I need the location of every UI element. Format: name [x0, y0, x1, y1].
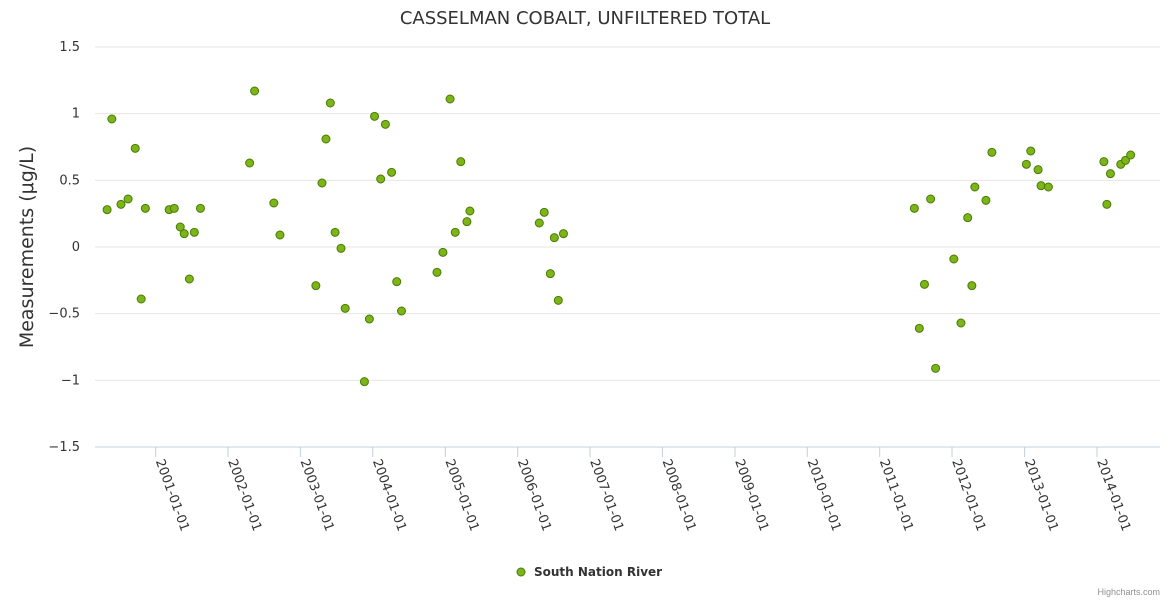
- x-tick-label: 2011-01-01: [876, 457, 916, 533]
- data-point[interactable]: [1036, 181, 1046, 191]
- x-tick-label: 2006-01-01: [514, 457, 554, 533]
- data-point[interactable]: [914, 323, 924, 333]
- data-point[interactable]: [136, 294, 146, 304]
- data-point[interactable]: [336, 243, 346, 253]
- data-point[interactable]: [1033, 165, 1043, 175]
- data-point[interactable]: [1102, 199, 1112, 209]
- data-point[interactable]: [340, 303, 350, 313]
- y-tick-label: −1.5: [48, 440, 80, 455]
- data-point[interactable]: [376, 174, 386, 184]
- data-point[interactable]: [116, 199, 126, 209]
- data-point[interactable]: [926, 194, 936, 204]
- data-point[interactable]: [956, 318, 966, 328]
- data-point[interactable]: [1099, 157, 1109, 167]
- x-tick-label: 2014-01-01: [1093, 457, 1133, 533]
- data-point[interactable]: [949, 254, 959, 264]
- data-point[interactable]: [549, 233, 559, 243]
- x-tick-label: 2010-01-01: [804, 457, 844, 533]
- data-point[interactable]: [140, 203, 150, 213]
- data-point[interactable]: [919, 279, 929, 289]
- x-tick-label: 2001-01-01: [152, 457, 192, 533]
- data-point[interactable]: [963, 213, 973, 223]
- x-tick-label: 2005-01-01: [442, 457, 482, 533]
- data-point[interactable]: [380, 119, 390, 129]
- y-tick-label: 0: [72, 240, 80, 255]
- y-tick-label: −0.5: [48, 307, 80, 322]
- y-axis-label: Measurements (μg/L): [16, 146, 38, 348]
- data-point[interactable]: [107, 114, 117, 124]
- data-point[interactable]: [931, 363, 941, 373]
- data-point[interactable]: [359, 377, 369, 387]
- y-axis: 1.5 1 0.5 0 −0.5 −1 −1.5: [48, 40, 80, 455]
- data-point[interactable]: [558, 229, 568, 239]
- data-point[interactable]: [321, 134, 331, 144]
- y-tick-label: 1.5: [59, 40, 80, 55]
- y-tick-label: 1: [72, 107, 80, 122]
- x-tick-label: 2013-01-01: [1021, 457, 1061, 533]
- data-point[interactable]: [245, 158, 255, 168]
- data-point[interactable]: [396, 306, 406, 316]
- data-point[interactable]: [1121, 155, 1131, 165]
- data-point[interactable]: [462, 217, 472, 227]
- x-tick-label: 2007-01-01: [586, 457, 626, 533]
- data-point[interactable]: [534, 218, 544, 228]
- data-point[interactable]: [102, 205, 112, 215]
- data-point[interactable]: [970, 182, 980, 192]
- credits-link[interactable]: Highcharts.com: [1097, 587, 1160, 597]
- x-axis: 2001-01-01 2002-01-01 2003-01-01 2004-01-01…: [152, 447, 1133, 533]
- data-point[interactable]: [311, 281, 321, 291]
- data-point[interactable]: [123, 194, 133, 204]
- data-point[interactable]: [539, 207, 549, 217]
- x-tick-label: 2009-01-01: [731, 457, 771, 533]
- data-point[interactable]: [553, 295, 563, 305]
- data-point[interactable]: [364, 314, 374, 324]
- x-tick-label: 2004-01-01: [369, 457, 409, 533]
- data-point[interactable]: [387, 167, 397, 177]
- data-point[interactable]: [465, 206, 475, 216]
- data-point[interactable]: [909, 203, 919, 213]
- data-point[interactable]: [317, 178, 327, 188]
- data-point[interactable]: [275, 230, 285, 240]
- data-point[interactable]: [1126, 150, 1136, 160]
- data-point[interactable]: [981, 195, 991, 205]
- data-point[interactable]: [195, 203, 205, 213]
- data-point[interactable]: [130, 143, 140, 153]
- data-point[interactable]: [545, 269, 555, 279]
- series-south-nation-river[interactable]: [102, 86, 1136, 387]
- y-tick-label: −1: [61, 373, 80, 388]
- legend-item-south-nation-river[interactable]: South Nation River: [534, 565, 662, 579]
- data-point[interactable]: [1021, 159, 1031, 169]
- data-point[interactable]: [330, 227, 340, 237]
- data-point[interactable]: [175, 222, 185, 232]
- chart-title: CASSELMAN COBALT, UNFILTERED TOTAL: [400, 8, 770, 29]
- data-point[interactable]: [967, 281, 977, 291]
- data-point[interactable]: [1105, 169, 1115, 179]
- data-point[interactable]: [432, 267, 442, 277]
- data-point[interactable]: [250, 86, 260, 96]
- data-point[interactable]: [392, 277, 402, 287]
- legend-marker: [516, 567, 526, 577]
- x-tick-label: 2002-01-01: [224, 457, 264, 533]
- data-point[interactable]: [370, 111, 380, 121]
- data-point[interactable]: [1026, 146, 1036, 156]
- x-tick-label: 2008-01-01: [659, 457, 699, 533]
- data-point[interactable]: [1043, 182, 1053, 192]
- data-point[interactable]: [450, 227, 460, 237]
- data-point[interactable]: [438, 247, 448, 257]
- data-point[interactable]: [169, 203, 179, 213]
- data-point[interactable]: [184, 274, 194, 284]
- legend[interactable]: South Nation River: [516, 565, 662, 579]
- x-tick-label: 2003-01-01: [297, 457, 337, 533]
- data-point[interactable]: [269, 198, 279, 208]
- y-tick-label: 0.5: [59, 173, 80, 188]
- data-point[interactable]: [445, 94, 455, 104]
- data-point[interactable]: [456, 157, 466, 167]
- data-point[interactable]: [325, 98, 335, 108]
- data-point[interactable]: [987, 147, 997, 157]
- x-tick-label: 2012-01-01: [948, 457, 988, 533]
- gridlines: [95, 46, 1160, 448]
- data-point[interactable]: [179, 229, 189, 239]
- data-point[interactable]: [189, 227, 199, 237]
